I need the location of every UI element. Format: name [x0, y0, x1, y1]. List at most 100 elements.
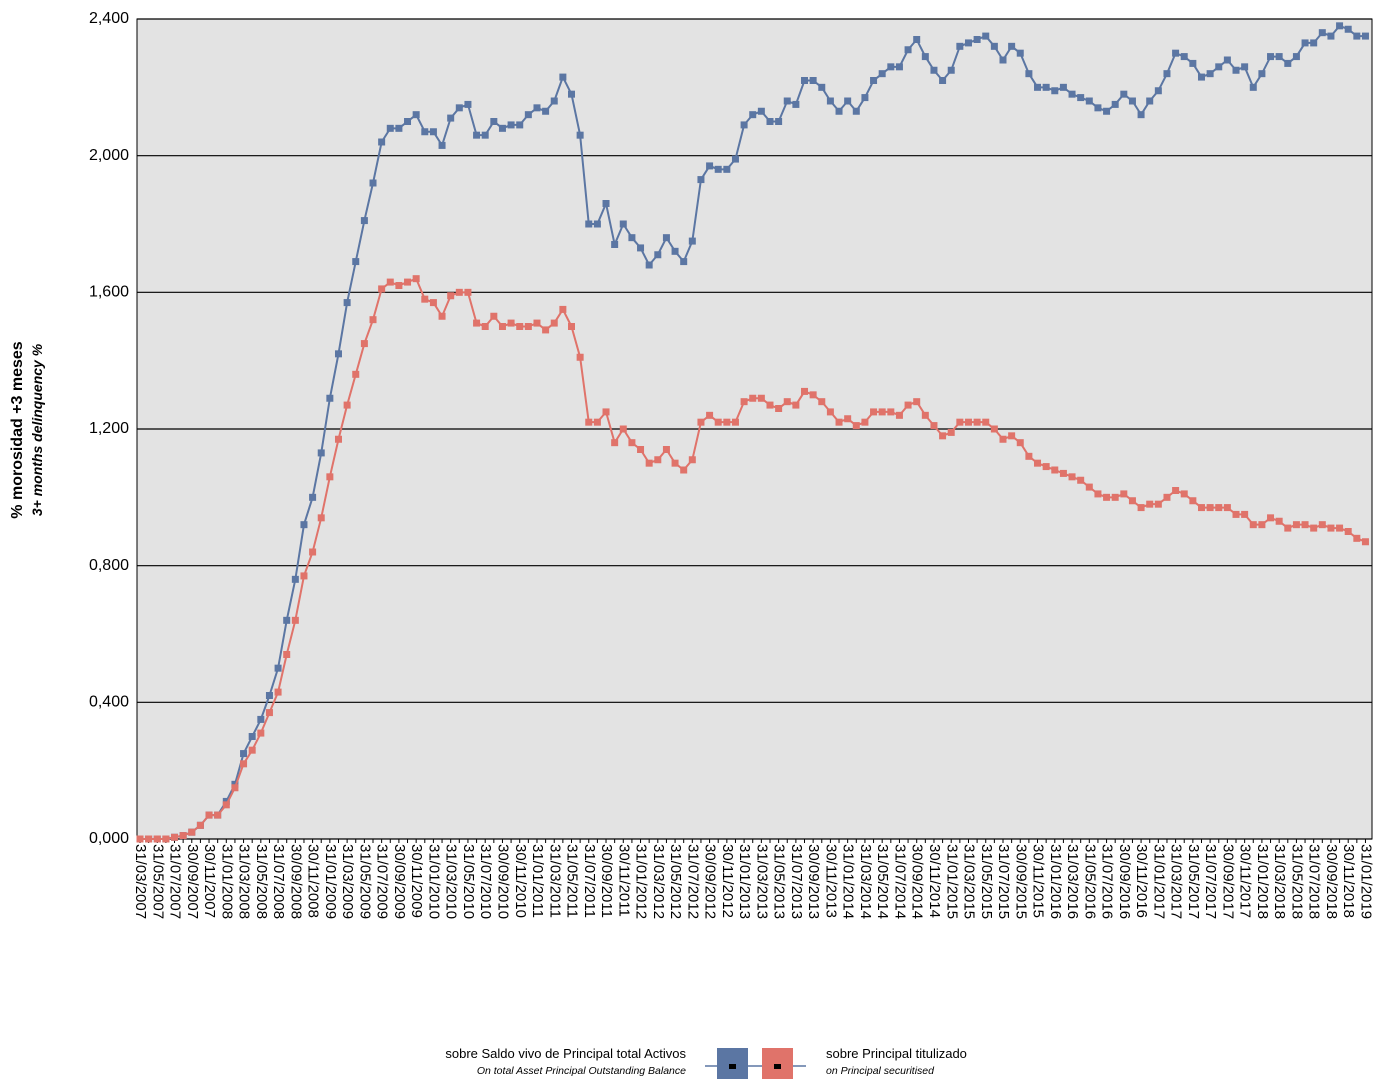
point — [360, 217, 368, 225]
point — [654, 456, 662, 464]
point — [1232, 66, 1240, 74]
x-tick-label: 31/05/2013 — [771, 844, 788, 919]
point — [990, 425, 998, 433]
point — [309, 493, 317, 501]
point — [870, 77, 878, 84]
point — [1206, 504, 1214, 512]
point — [473, 131, 481, 139]
x-tick-label: 31/07/2008 — [270, 844, 287, 919]
point — [1111, 100, 1119, 108]
point — [766, 401, 774, 409]
legend-dash — [774, 1064, 781, 1069]
point — [1128, 497, 1136, 505]
point — [274, 664, 282, 672]
point — [706, 162, 714, 170]
x-tick-label: 31/07/2014 — [891, 844, 908, 919]
point — [1077, 94, 1085, 102]
point — [611, 439, 619, 447]
point — [671, 247, 679, 255]
legend-sublabel: on Principal securitised — [826, 1065, 935, 1077]
point — [714, 165, 722, 173]
point — [844, 415, 852, 423]
x-tick-label: 30/11/2011 — [615, 844, 632, 917]
point — [533, 319, 541, 327]
point — [939, 77, 947, 84]
point — [637, 244, 645, 252]
point — [1249, 83, 1257, 91]
x-tick-label: 30/09/2017 — [1219, 844, 1236, 919]
point — [274, 688, 282, 696]
point — [214, 811, 222, 819]
point — [421, 295, 429, 303]
point — [1077, 476, 1085, 484]
point — [1284, 59, 1292, 67]
point — [723, 418, 731, 426]
point — [964, 39, 972, 47]
point — [265, 709, 273, 717]
point — [1085, 97, 1093, 105]
point — [490, 118, 498, 125]
point — [1137, 504, 1145, 512]
point — [1267, 53, 1275, 61]
point — [1172, 49, 1180, 57]
x-tick-label: 31/07/2007 — [167, 844, 184, 919]
point — [386, 278, 394, 286]
point — [870, 408, 878, 416]
point — [1318, 29, 1326, 37]
point — [257, 715, 265, 723]
x-tick-label: 31/01/2012 — [633, 844, 650, 919]
x-tick-label: 30/11/2009 — [408, 844, 425, 918]
point — [309, 548, 317, 556]
point — [783, 398, 791, 406]
point — [248, 746, 256, 754]
x-tick-label: 30/11/2007 — [201, 844, 218, 918]
point — [1310, 524, 1318, 532]
point — [982, 32, 990, 40]
point — [1249, 521, 1257, 529]
point — [731, 155, 739, 163]
point — [826, 408, 834, 416]
point — [550, 319, 558, 327]
legend: sobre Saldo vivo de Principal total Acti… — [445, 1046, 967, 1079]
y-tick-label: 1,200 — [89, 420, 129, 437]
legend-swatch — [762, 1048, 793, 1079]
point — [757, 107, 765, 115]
point — [1197, 73, 1205, 81]
x-tick-label: 30/09/2018 — [1323, 844, 1340, 919]
point — [628, 234, 636, 242]
point — [524, 323, 532, 330]
point — [429, 299, 437, 307]
point — [645, 261, 653, 269]
point — [1327, 524, 1335, 532]
x-tick-label: 31/07/2013 — [788, 844, 805, 919]
point — [714, 418, 722, 426]
point — [438, 312, 446, 320]
point — [1025, 452, 1033, 460]
x-tick-label: 31/03/2017 — [1168, 844, 1185, 919]
x-tick-label: 30/09/2007 — [184, 844, 201, 919]
point — [740, 398, 748, 406]
point — [1059, 83, 1067, 91]
point — [1051, 466, 1059, 474]
x-tick-label: 30/09/2012 — [702, 844, 719, 919]
point — [283, 651, 291, 658]
point — [680, 258, 688, 266]
x-tick-label: 31/01/2016 — [1047, 844, 1064, 919]
point — [1353, 534, 1361, 542]
point — [921, 411, 929, 419]
point — [1336, 22, 1344, 30]
point — [956, 418, 964, 426]
x-tick-label: 31/03/2016 — [1064, 844, 1081, 919]
point — [1241, 63, 1249, 71]
point — [662, 234, 670, 242]
point — [395, 282, 403, 289]
point — [1008, 432, 1016, 440]
x-tick-label: 30/09/2013 — [805, 844, 822, 919]
point — [507, 121, 515, 129]
point — [1008, 42, 1016, 50]
point — [1232, 510, 1240, 518]
point — [904, 46, 912, 54]
point — [602, 408, 610, 416]
point — [1094, 490, 1102, 498]
